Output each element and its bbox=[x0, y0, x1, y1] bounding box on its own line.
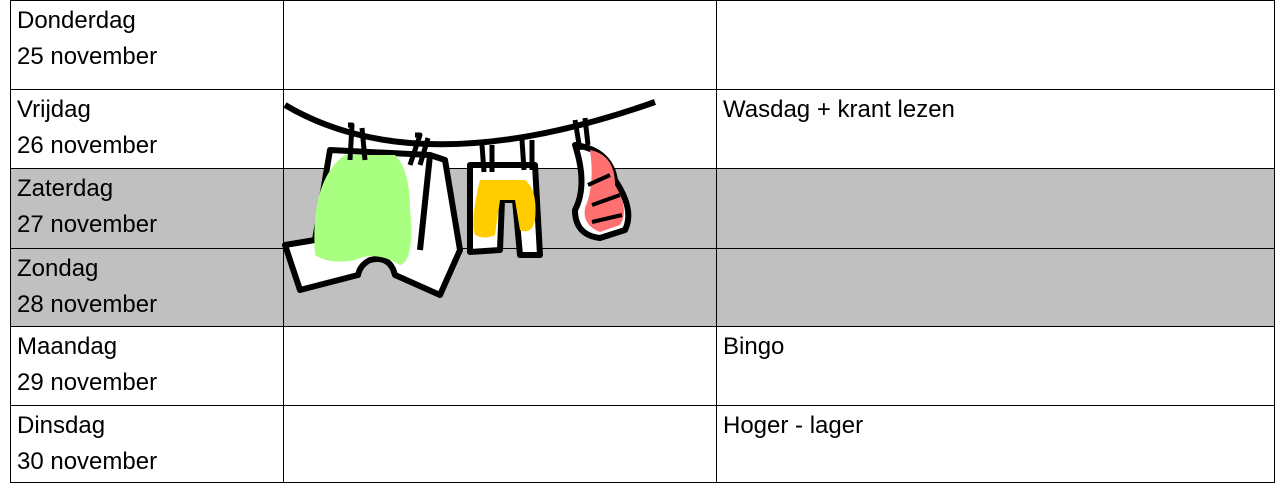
day-name: Maandag bbox=[17, 333, 118, 360]
day-name: Vrijdag bbox=[17, 96, 91, 123]
date: 30 november bbox=[17, 448, 158, 475]
activity: Wasdag + krant lezen bbox=[723, 96, 955, 123]
day-name: Dinsdag bbox=[17, 412, 106, 439]
day-cell: Donderdag 25 november bbox=[10, 0, 284, 90]
date: 25 november bbox=[17, 43, 158, 70]
empty-cell bbox=[283, 0, 717, 90]
day-name: Zaterdag bbox=[17, 175, 114, 202]
clothesline-illustration bbox=[282, 99, 656, 298]
activity-cell bbox=[716, 168, 1275, 249]
day-cell: Zaterdag 27 november bbox=[10, 168, 284, 249]
day-name: Donderdag bbox=[17, 7, 136, 34]
activity-cell bbox=[716, 0, 1275, 90]
day-cell: Dinsdag 30 november bbox=[10, 405, 284, 483]
day-cell: Vrijdag 26 november bbox=[10, 89, 284, 169]
activity: Hoger - lager bbox=[723, 412, 864, 439]
activity-cell: Hoger - lager bbox=[716, 405, 1275, 483]
activity-cell: Bingo bbox=[716, 326, 1275, 406]
empty-cell bbox=[283, 405, 717, 483]
date: 29 november bbox=[17, 369, 158, 396]
day-cell: Zondag 28 november bbox=[10, 248, 284, 327]
date: 26 november bbox=[17, 132, 158, 159]
date: 28 november bbox=[17, 291, 158, 318]
empty-cell bbox=[283, 326, 717, 406]
activity-cell: Wasdag + krant lezen bbox=[716, 89, 1275, 169]
activity: Bingo bbox=[723, 333, 785, 360]
date: 27 november bbox=[17, 211, 158, 238]
day-cell: Maandag 29 november bbox=[10, 326, 284, 406]
activity-cell bbox=[716, 248, 1275, 327]
day-name: Zondag bbox=[17, 255, 99, 282]
